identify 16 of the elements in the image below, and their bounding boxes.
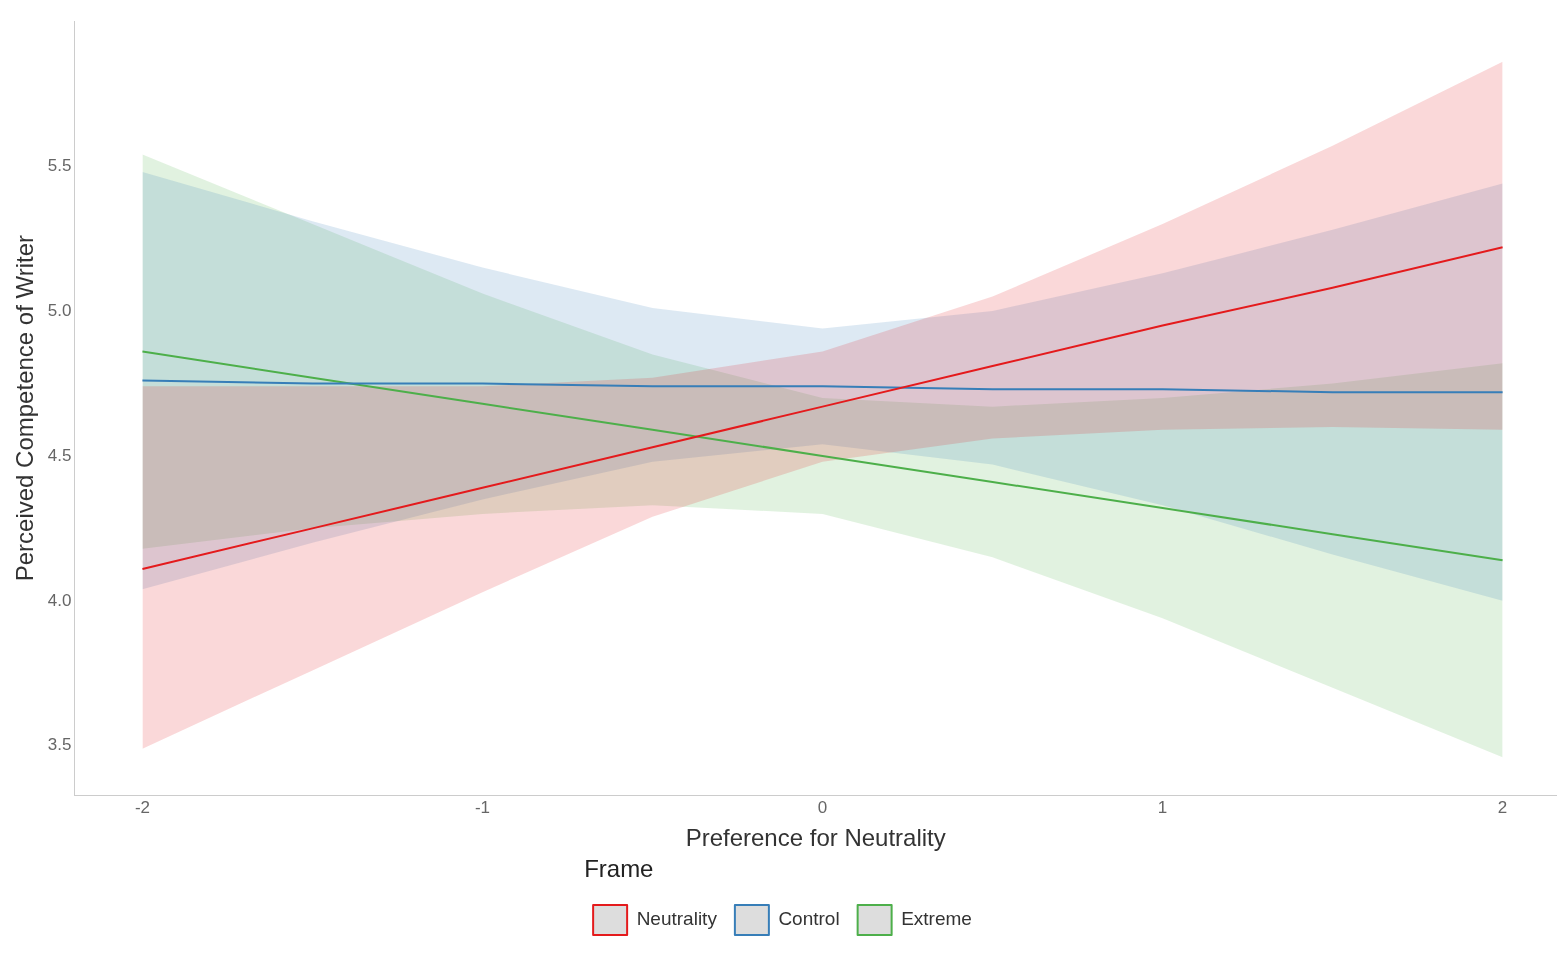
x-tick-label: 0 xyxy=(817,797,828,817)
x-axis-title: Preference for Neutrality xyxy=(685,824,946,852)
y-tick-label: 3.5 xyxy=(47,735,72,755)
legend-label: Control xyxy=(778,908,840,930)
y-tick-label: 5.5 xyxy=(47,155,72,175)
y-tick-label: 5.0 xyxy=(47,300,72,320)
y-axis-title: Perceived Competence of Writer xyxy=(11,234,39,582)
x-tick-label: -2 xyxy=(134,797,150,817)
legend-title: Frame xyxy=(584,854,654,882)
legend-label: Extreme xyxy=(901,908,972,930)
y-tick-label: 4.0 xyxy=(47,590,72,610)
y-tick-label: 4.5 xyxy=(47,445,72,465)
x-tick-label: 2 xyxy=(1497,797,1508,817)
legend-label: Neutrality xyxy=(636,908,718,930)
x-tick-label: -1 xyxy=(474,797,491,817)
x-tick-label: 1 xyxy=(1157,797,1168,817)
